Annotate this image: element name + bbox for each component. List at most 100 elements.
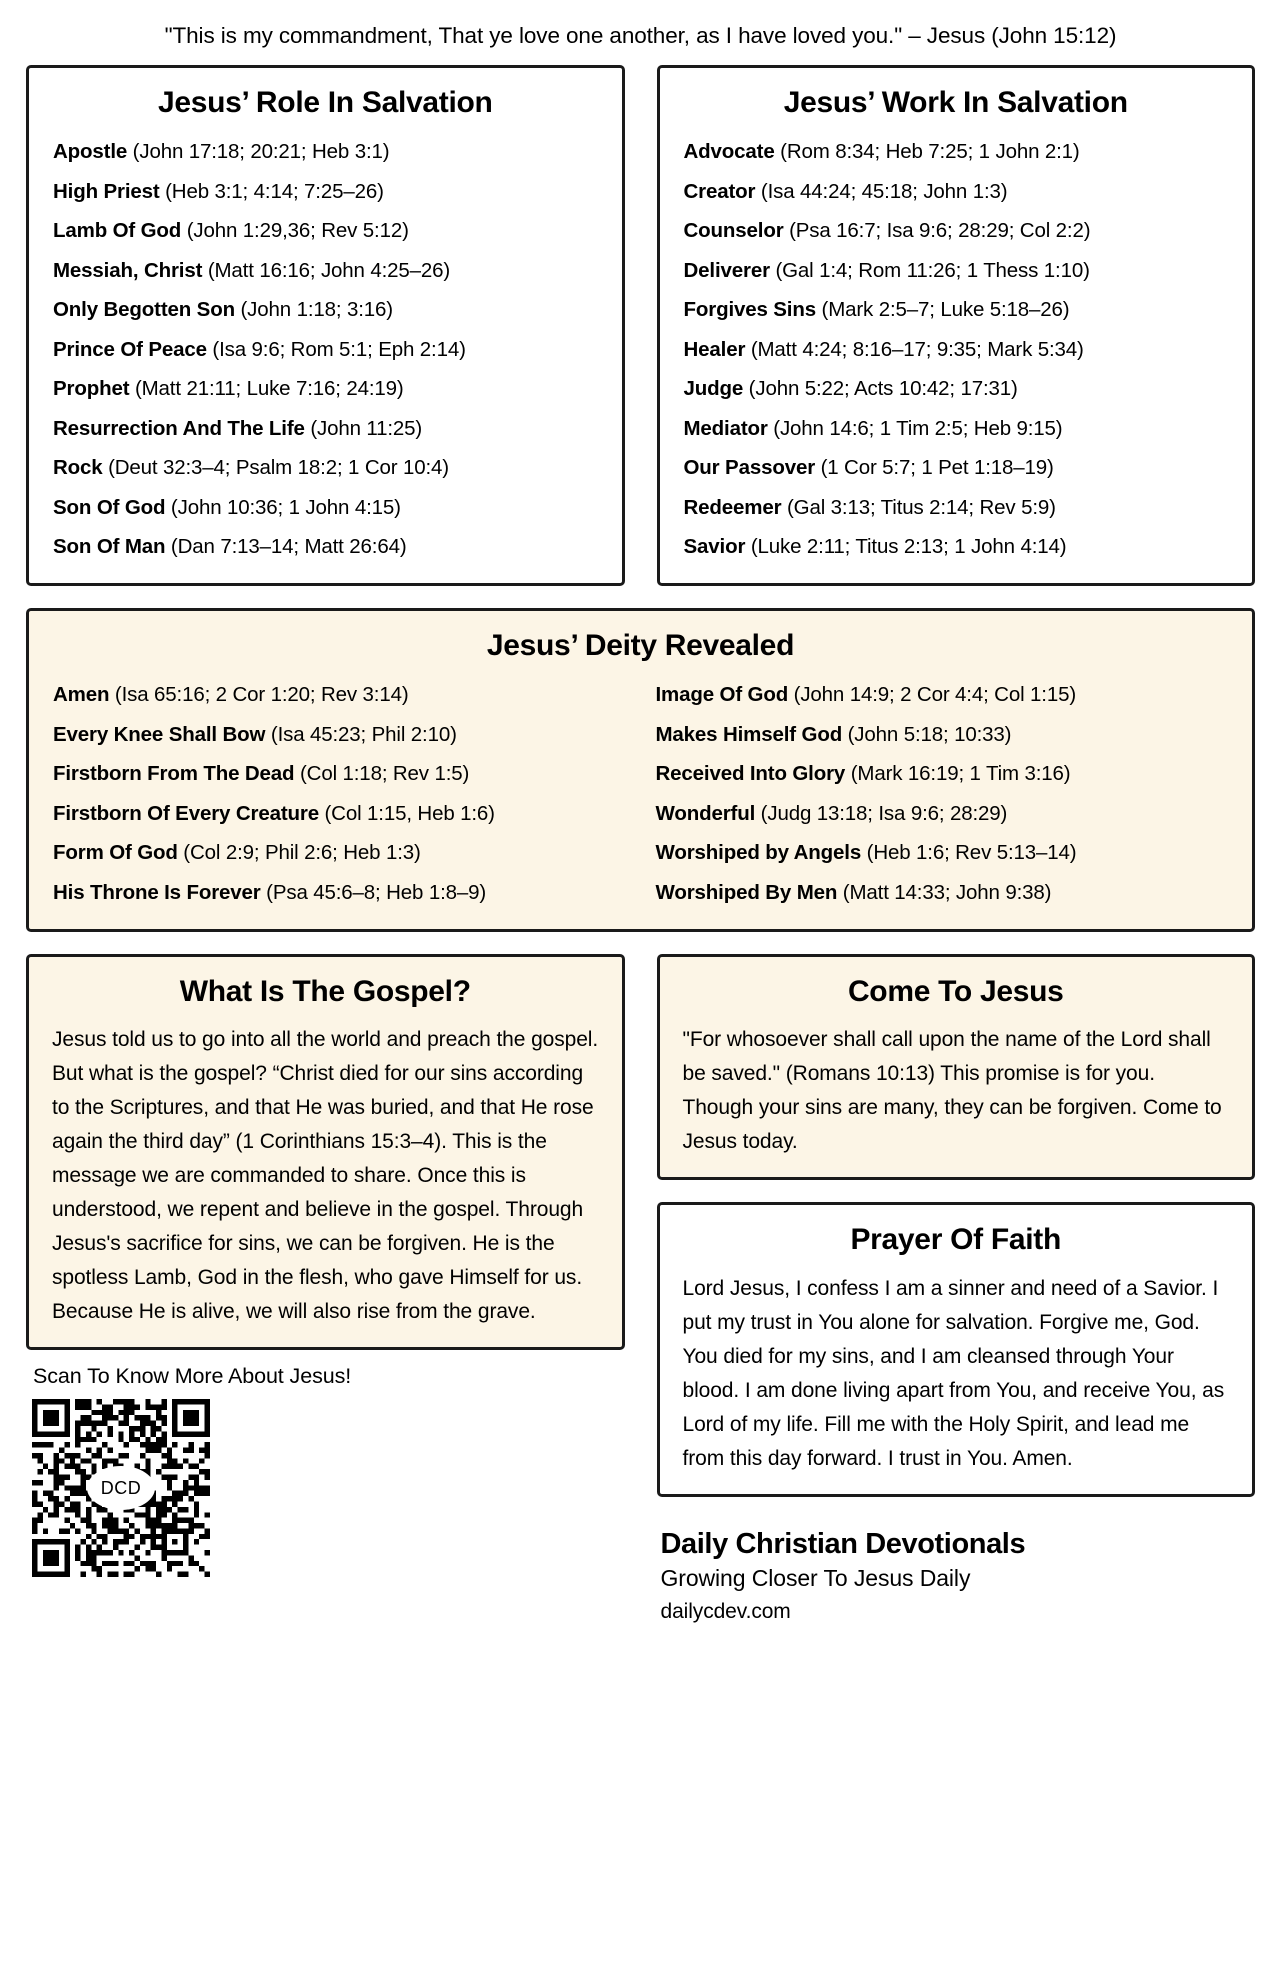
entry-references: (Deut 32:3–4; Psalm 18:2; 1 Cor 10:4) <box>102 456 449 479</box>
qr-center-logo: DCD <box>87 1466 155 1511</box>
entry-title: Counselor <box>683 219 784 242</box>
entry-references: (Judg 13:18; Isa 9:6; 28:29) <box>755 801 1008 825</box>
scripture-entry: Wonderful (Judg 13:18; Isa 9:6; 28:29) <box>648 794 1237 834</box>
entry-title: High Priest <box>53 179 160 203</box>
scripture-entry: Received Into Glory (Mark 16:19; 1 Tim 3… <box>648 755 1237 795</box>
entry-references: (Col 1:18; Rev 1:5) <box>294 762 470 785</box>
scripture-entry: Firstborn From The Dead (Col 1:18; Rev 1… <box>45 755 634 795</box>
entry-references: (Gal 1:4; Rom 11:26; 1 Thess 1:10) <box>769 258 1090 282</box>
entry-title: Firstborn Of Every Creature <box>53 801 319 825</box>
scripture-entry: Firstborn Of Every Creature (Col 1:15, H… <box>45 794 634 834</box>
entry-references: (Isa 65:16; 2 Cor 1:20; Rev 3:14) <box>109 683 409 706</box>
entry-references: (John 17:18; 20:21; Heb 3:1) <box>127 140 390 163</box>
card-title-work: Jesus’ Work In Salvation <box>783 86 1128 119</box>
entry-title: Only Begotten Son <box>53 298 235 321</box>
entry-title: Received Into Glory <box>655 762 846 785</box>
entry-title: Wonderful <box>655 801 756 825</box>
scripture-entry: Son Of Man (Dan 7:13–14; Matt 26:64) <box>45 528 606 568</box>
scripture-entry: Prince Of Peace (Isa 9:6; Rom 5:1; Eph 2… <box>45 330 606 370</box>
scripture-entry: Resurrection And The Life (John 11:25) <box>45 409 606 449</box>
card-title-deity: Jesus’ Deity Revealed <box>486 629 795 662</box>
entry-references: (Isa 45:23; Phil 2:10) <box>265 722 457 746</box>
verse-banner: "This is my commandment, That ye love on… <box>164 23 1117 48</box>
entry-title: Mediator <box>683 416 768 440</box>
scripture-entry: Form Of God (Col 2:9; Phil 2:6; Heb 1:3) <box>45 834 634 874</box>
scripture-entry: Redeemer (Gal 3:13; Titus 2:14; Rev 5:9) <box>676 488 1237 528</box>
entry-list-work: Advocate (Rom 8:34; Heb 7:25; 1 John 2:1… <box>676 133 1237 568</box>
entry-references: (Heb 1:6; Rev 5:13–14) <box>861 841 1077 864</box>
footer-tagline: Growing Closer To Jesus Daily <box>660 1565 971 1592</box>
left-column: What Is The Gospel? Jesus told us to go … <box>26 953 625 1625</box>
entry-references: (Matt 21:11; Luke 7:16; 24:19) <box>129 377 404 400</box>
footer-website-url[interactable]: dailycdev.com <box>660 1600 791 1624</box>
card-what-is-the-gospel: What Is The Gospel? Jesus told us to go … <box>26 953 625 1351</box>
scripture-entry: Creator (Isa 44:24; 45:18; John 1:3) <box>676 172 1237 212</box>
entry-title: Worshiped By Men <box>655 880 838 904</box>
scripture-entry: Prophet (Matt 21:11; Luke 7:16; 24:19) <box>45 370 606 410</box>
scripture-entry: Only Begotten Son (John 1:18; 3:16) <box>45 291 606 331</box>
entry-title: Apostle <box>53 140 128 163</box>
entry-title: Resurrection And The Life <box>53 416 305 440</box>
entry-references: (Dan 7:13–14; Matt 26:64) <box>165 535 407 558</box>
scripture-entry: Apostle (John 17:18; 20:21; Heb 3:1) <box>45 133 606 173</box>
entry-references: (John 1:18; 3:16) <box>234 298 393 321</box>
prayer-of-faith-body-text: Lord Jesus, I confess I am a sinner and … <box>682 1276 1225 1470</box>
scripture-entry: Judge (John 5:22; Acts 10:42; 17:31) <box>676 370 1237 410</box>
scripture-entry: Healer (Matt 4:24; 8:16–17; 9:35; Mark 5… <box>676 330 1237 370</box>
entry-references: (John 5:22; Acts 10:42; 17:31) <box>743 377 1018 400</box>
card-jesus-work-in-salvation: Jesus’ Work In Salvation Advocate (Rom 8… <box>656 65 1255 586</box>
scripture-entry: Advocate (Rom 8:34; Heb 7:25; 1 John 2:1… <box>676 133 1237 173</box>
entry-references: (Rom 8:34; Heb 7:25; 1 John 2:1) <box>774 140 1080 163</box>
entry-title: Amen <box>53 683 110 706</box>
card-come-to-jesus: Come To Jesus "For whosoever shall call … <box>656 953 1255 1181</box>
scripture-entry: Counselor (Psa 16:7; Isa 9:6; 28:29; Col… <box>676 212 1237 252</box>
entry-title: Deliverer <box>683 258 771 282</box>
entry-title: Makes Himself God <box>655 722 843 746</box>
scripture-entry: Son Of God (John 10:36; 1 John 4:15) <box>45 488 606 528</box>
scripture-entry: His Throne Is Forever (Psa 45:6–8; Heb 1… <box>45 873 634 913</box>
scripture-entry: Makes Himself God (John 5:18; 10:33) <box>648 715 1237 755</box>
scripture-entry: Worshiped By Men (Matt 14:33; John 9:38) <box>648 873 1237 913</box>
entry-list-deity-left: Amen (Isa 65:16; 2 Cor 1:20; Rev 3:14) Ev… <box>45 676 634 913</box>
entry-references: (Psa 45:6–8; Heb 1:8–9) <box>260 880 487 904</box>
entry-title: Every Knee Shall Bow <box>53 722 266 746</box>
scripture-entry: Rock (Deut 32:3–4; Psalm 18:2; 1 Cor 10:… <box>45 449 606 489</box>
entry-title: Messiah, Christ <box>53 258 203 282</box>
card-title-come-to-jesus: Come To Jesus <box>847 974 1064 1008</box>
card-title-prayer-of-faith: Prayer Of Faith <box>850 1223 1062 1257</box>
entry-references: (1 Cor 5:7; 1 Pet 1:18–19) <box>815 456 1054 479</box>
entry-title: Image Of God <box>655 683 789 706</box>
scripture-entry: Forgives Sins (Mark 2:5–7; Luke 5:18–26) <box>676 291 1237 331</box>
scripture-entry: High Priest (Heb 3:1; 4:14; 7:25–26) <box>45 172 606 212</box>
entry-references: (Matt 16:16; John 4:25–26) <box>202 258 451 282</box>
entry-list-role: Apostle (John 17:18; 20:21; Heb 3:1) High… <box>45 133 606 568</box>
entry-title: Form Of God <box>53 841 178 864</box>
qr-code[interactable]: DCD <box>32 1399 210 1578</box>
row-gospel-invitation: What Is The Gospel? Jesus told us to go … <box>26 953 1255 1625</box>
right-column: Come To Jesus "For whosoever shall call … <box>656 953 1255 1625</box>
entry-title: Rock <box>53 456 103 479</box>
entry-title: His Throne Is Forever <box>53 880 261 904</box>
entry-references: (Heb 3:1; 4:14; 7:25–26) <box>159 179 384 203</box>
card-prayer-of-faith: Prayer Of Faith Lord Jesus, I confess I … <box>656 1202 1255 1497</box>
scripture-entry: Amen (Isa 65:16; 2 Cor 1:20; Rev 3:14) <box>45 676 634 716</box>
entry-title: Our Passover <box>683 456 816 479</box>
entry-references: (John 5:18; 10:33) <box>842 722 1012 746</box>
entry-references: (Mark 16:19; 1 Tim 3:16) <box>845 762 1071 785</box>
scripture-entry: Deliverer (Gal 1:4; Rom 11:26; 1 Thess 1… <box>676 251 1237 291</box>
entry-references: (John 14:9; 2 Cor 4:4; Col 1:15) <box>788 683 1077 706</box>
card-jesus-role-in-salvation: Jesus’ Role In Salvation Apostle (John 1… <box>26 65 625 586</box>
entry-references: (Luke 2:11; Titus 2:13; 1 John 4:14) <box>745 535 1067 558</box>
entry-title: Prophet <box>53 377 130 400</box>
entry-title: Prince Of Peace <box>53 337 207 361</box>
entry-title: Son Of God <box>53 495 166 519</box>
entry-list-deity-right: Image Of God (John 14:9; 2 Cor 4:4; Col … <box>648 676 1237 913</box>
scripture-entry: Lamb Of God (John 1:29,36; Rev 5:12) <box>45 212 606 252</box>
entry-title: Forgives Sins <box>683 298 817 321</box>
scripture-entry: Messiah, Christ (Matt 16:16; John 4:25–2… <box>45 251 606 291</box>
scripture-entry: Our Passover (1 Cor 5:7; 1 Pet 1:18–19) <box>676 449 1237 489</box>
entry-references: (Col 2:9; Phil 2:6; Heb 1:3) <box>177 841 421 864</box>
card-title-role: Jesus’ Role In Salvation <box>157 86 493 119</box>
footer-brand-name: Daily Christian Devotionals <box>660 1527 1026 1560</box>
